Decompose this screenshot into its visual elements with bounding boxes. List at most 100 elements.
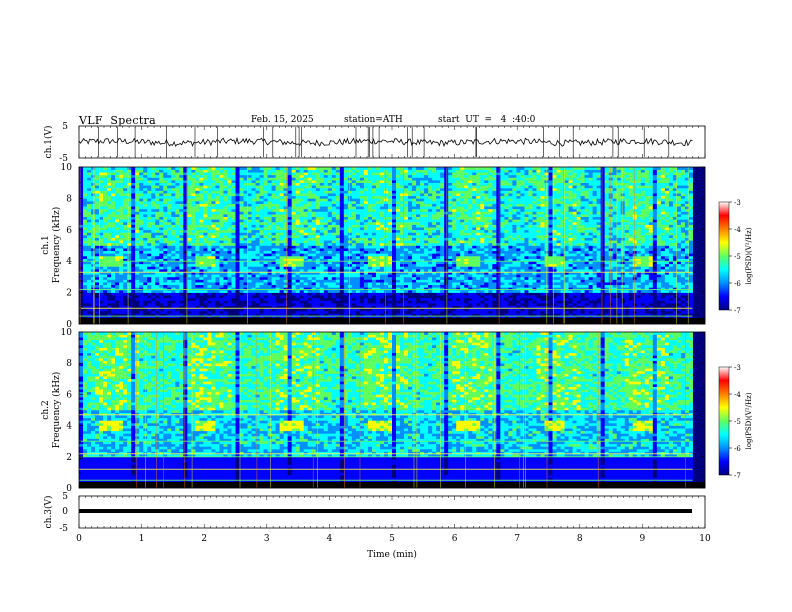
spectrogram-cell — [139, 227, 144, 231]
spectrogram-cell — [167, 258, 172, 262]
spectrogram-cell — [363, 289, 369, 293]
spectrogram-cell — [383, 313, 389, 317]
spectrogram-cell — [263, 263, 268, 267]
spectrogram-cell — [371, 206, 377, 210]
spectrogram-cell — [131, 216, 136, 220]
spectrogram-cell — [299, 177, 305, 181]
spectrogram-cell — [299, 232, 305, 236]
spectrogram-cell — [351, 282, 357, 286]
spectrogram-cell — [251, 305, 256, 309]
spectrogram-cell — [351, 303, 357, 306]
spectrogram-cell — [279, 253, 284, 257]
spectrogram-cell — [91, 227, 96, 231]
spectrogram-cell — [95, 224, 100, 228]
spectrogram-cell — [371, 253, 377, 257]
spectrogram-cell — [171, 310, 176, 314]
spectrogram-cell — [327, 190, 333, 194]
spectrogram-cell — [315, 300, 321, 304]
spectrogram-cell — [183, 187, 188, 191]
spectrogram-cell — [195, 185, 200, 189]
spectrogram-cell — [215, 237, 220, 241]
spectrogram-cell — [351, 208, 357, 212]
spectrogram-cell — [235, 313, 240, 317]
spectrogram-cell — [211, 287, 216, 291]
spectrogram-cell — [307, 195, 313, 199]
spectrogram-cell — [99, 237, 104, 241]
spectrogram-cell — [291, 187, 296, 191]
spectrogram-cell — [387, 172, 393, 176]
spectrogram-cell — [383, 206, 389, 210]
spectrogram-cell — [379, 227, 385, 231]
spectrogram-cell — [87, 224, 92, 228]
spectrogram-cell — [275, 211, 280, 215]
spectrogram-cell — [131, 266, 136, 270]
spectrogram-cell — [375, 248, 381, 252]
spectrogram-cell — [103, 282, 108, 286]
spectrogram-cell — [291, 297, 296, 301]
spectrogram-cell — [375, 206, 381, 210]
spectrogram-cell — [331, 216, 337, 220]
spectrogram-cell — [143, 185, 148, 189]
spectrogram-cell — [263, 292, 268, 296]
spectrogram-cell — [315, 250, 321, 254]
spectrogram-cell — [251, 172, 256, 176]
spectrogram-cell — [195, 261, 200, 265]
spectrogram-cell — [223, 310, 228, 314]
spectrogram-cell — [127, 221, 132, 225]
spectrogram-cell — [203, 310, 208, 314]
spectrogram-cell — [195, 206, 200, 210]
spectrogram-cell — [355, 284, 361, 288]
spectrogram-cell — [311, 276, 317, 280]
spectrogram-cell — [271, 279, 276, 283]
spectrogram-cell — [299, 305, 305, 309]
spectrogram-cell — [223, 227, 228, 231]
spectrogram-cell — [367, 201, 373, 204]
spectrogram-cell — [303, 221, 309, 225]
spectrogram-cell — [99, 245, 104, 249]
spectrogram-cell — [279, 201, 284, 204]
spectrogram-cell — [159, 292, 164, 296]
spectrogram-cell — [396, 303, 401, 306]
spectrogram-cell — [367, 229, 373, 233]
spectrogram-cell — [179, 310, 184, 314]
spectrogram-cell — [127, 224, 132, 228]
spectrogram-cell — [207, 297, 212, 301]
spectrogram-cell — [311, 295, 317, 299]
spectrogram-cell — [379, 248, 385, 252]
spectrogram-cell — [367, 274, 373, 278]
spectrogram-cell — [291, 303, 296, 306]
spectrogram-cell — [275, 297, 280, 301]
spectrogram-cell — [219, 248, 224, 252]
spectrogram-cell — [235, 169, 240, 173]
spectrogram-cell — [211, 219, 216, 223]
spectrogram-cell — [147, 206, 152, 210]
spectrogram-cell — [91, 287, 96, 291]
spectrogram-cell — [327, 284, 333, 288]
spectrogram-cell — [123, 271, 128, 275]
spectrogram-cell — [251, 182, 256, 186]
spectrogram-cell — [251, 274, 256, 278]
spectrogram-cell — [303, 190, 309, 194]
spectrogram-cell — [367, 248, 373, 252]
spectrogram-cell — [151, 174, 156, 178]
spectrogram-cell — [347, 303, 353, 306]
spectrogram-cell — [307, 208, 313, 212]
spectrogram-cell — [107, 237, 112, 241]
spectrogram-cell — [143, 221, 148, 225]
spectrogram-cell — [219, 237, 224, 241]
spectrogram-cell — [392, 313, 397, 317]
spectrogram-cell — [387, 245, 393, 249]
spectrogram-cell — [355, 316, 361, 320]
spectrogram-cell — [207, 282, 212, 286]
spectrogram-cell — [159, 305, 164, 309]
spectrogram-cell — [219, 266, 224, 270]
spectrogram-cell — [371, 203, 377, 207]
spectrogram-cell — [319, 269, 325, 272]
spectrogram-cell — [115, 279, 120, 283]
spectrogram-cell — [219, 271, 224, 275]
spectrogram-cell — [251, 214, 256, 218]
spectrogram-cell — [251, 269, 256, 272]
spectrogram-cell — [119, 190, 124, 194]
spectrogram-cell — [351, 255, 357, 259]
spectrogram-cell — [123, 282, 128, 286]
